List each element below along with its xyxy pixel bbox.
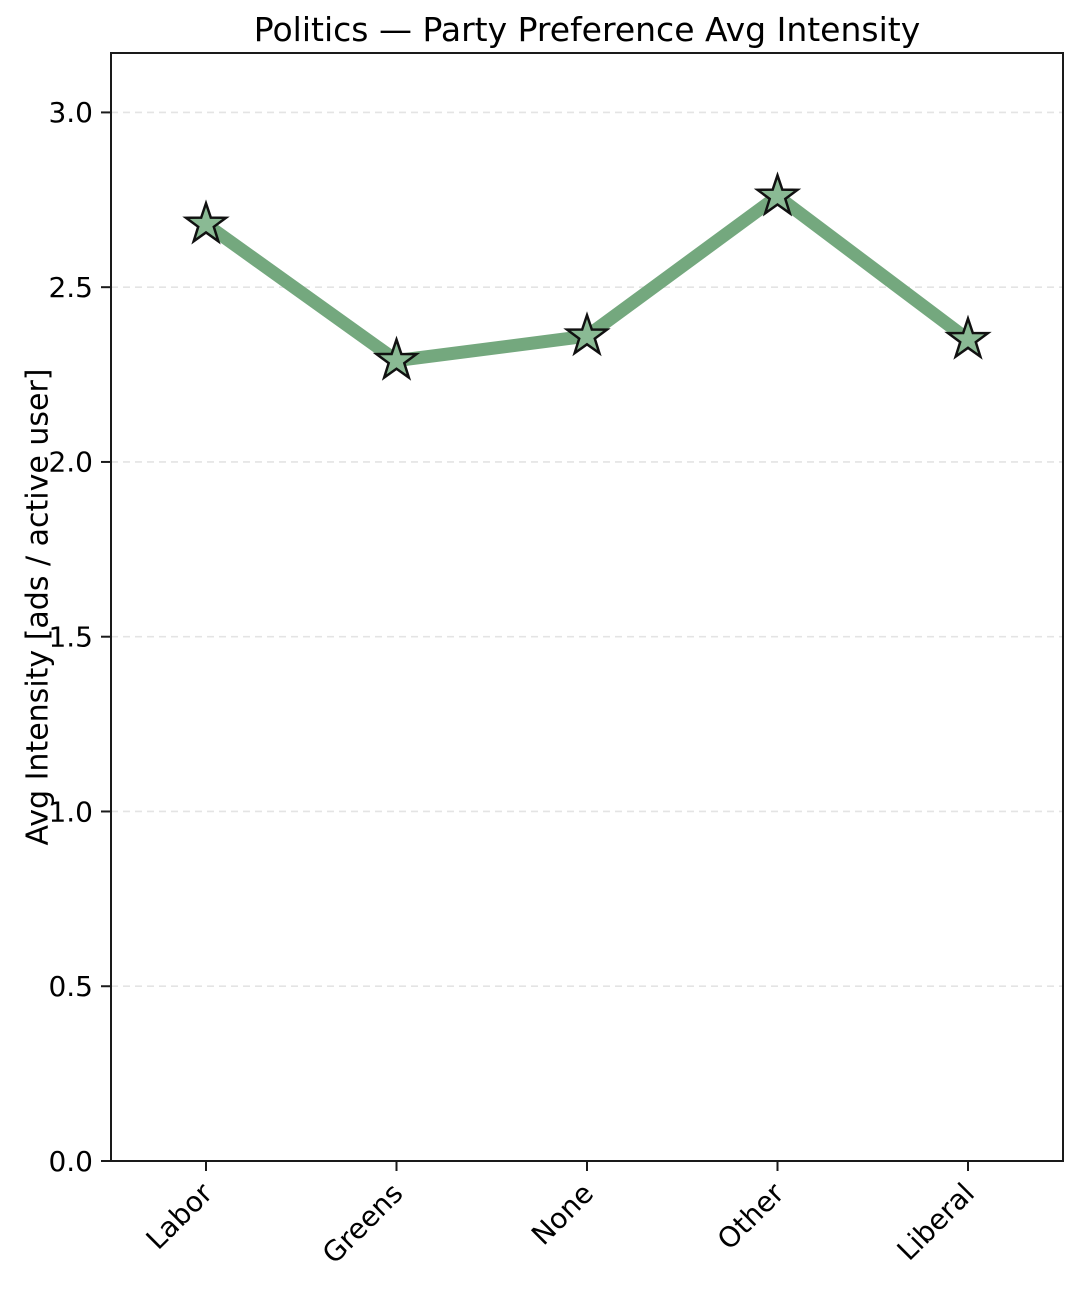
y-tick-label: 0.5: [48, 970, 93, 1003]
data-point-star-marker: [944, 314, 992, 360]
data-point-star-marker: [182, 199, 230, 245]
x-tick-label: None: [525, 1177, 600, 1252]
y-tick-label: 3.0: [48, 96, 93, 129]
x-tick-label: Liberal: [891, 1177, 981, 1267]
y-tick-label: 2.5: [48, 271, 93, 304]
y-tick-label: 0.0: [48, 1145, 93, 1178]
y-tick-label: 1.5: [48, 621, 93, 654]
plot-spines: [110, 52, 1064, 1162]
y-tick-label: 1.0: [48, 795, 93, 828]
data-point-star-marker: [372, 335, 421, 381]
chart-title: Politics — Party Preference Avg Intensit…: [253, 10, 921, 49]
x-tick-label: Labor: [140, 1176, 220, 1256]
x-tick-label: Other: [711, 1176, 791, 1256]
data-point-star-marker: [753, 171, 802, 217]
data-point-star-marker: [563, 311, 611, 357]
y-tick-label: 2.0: [48, 446, 93, 479]
x-tick-label: Greens: [316, 1177, 410, 1271]
